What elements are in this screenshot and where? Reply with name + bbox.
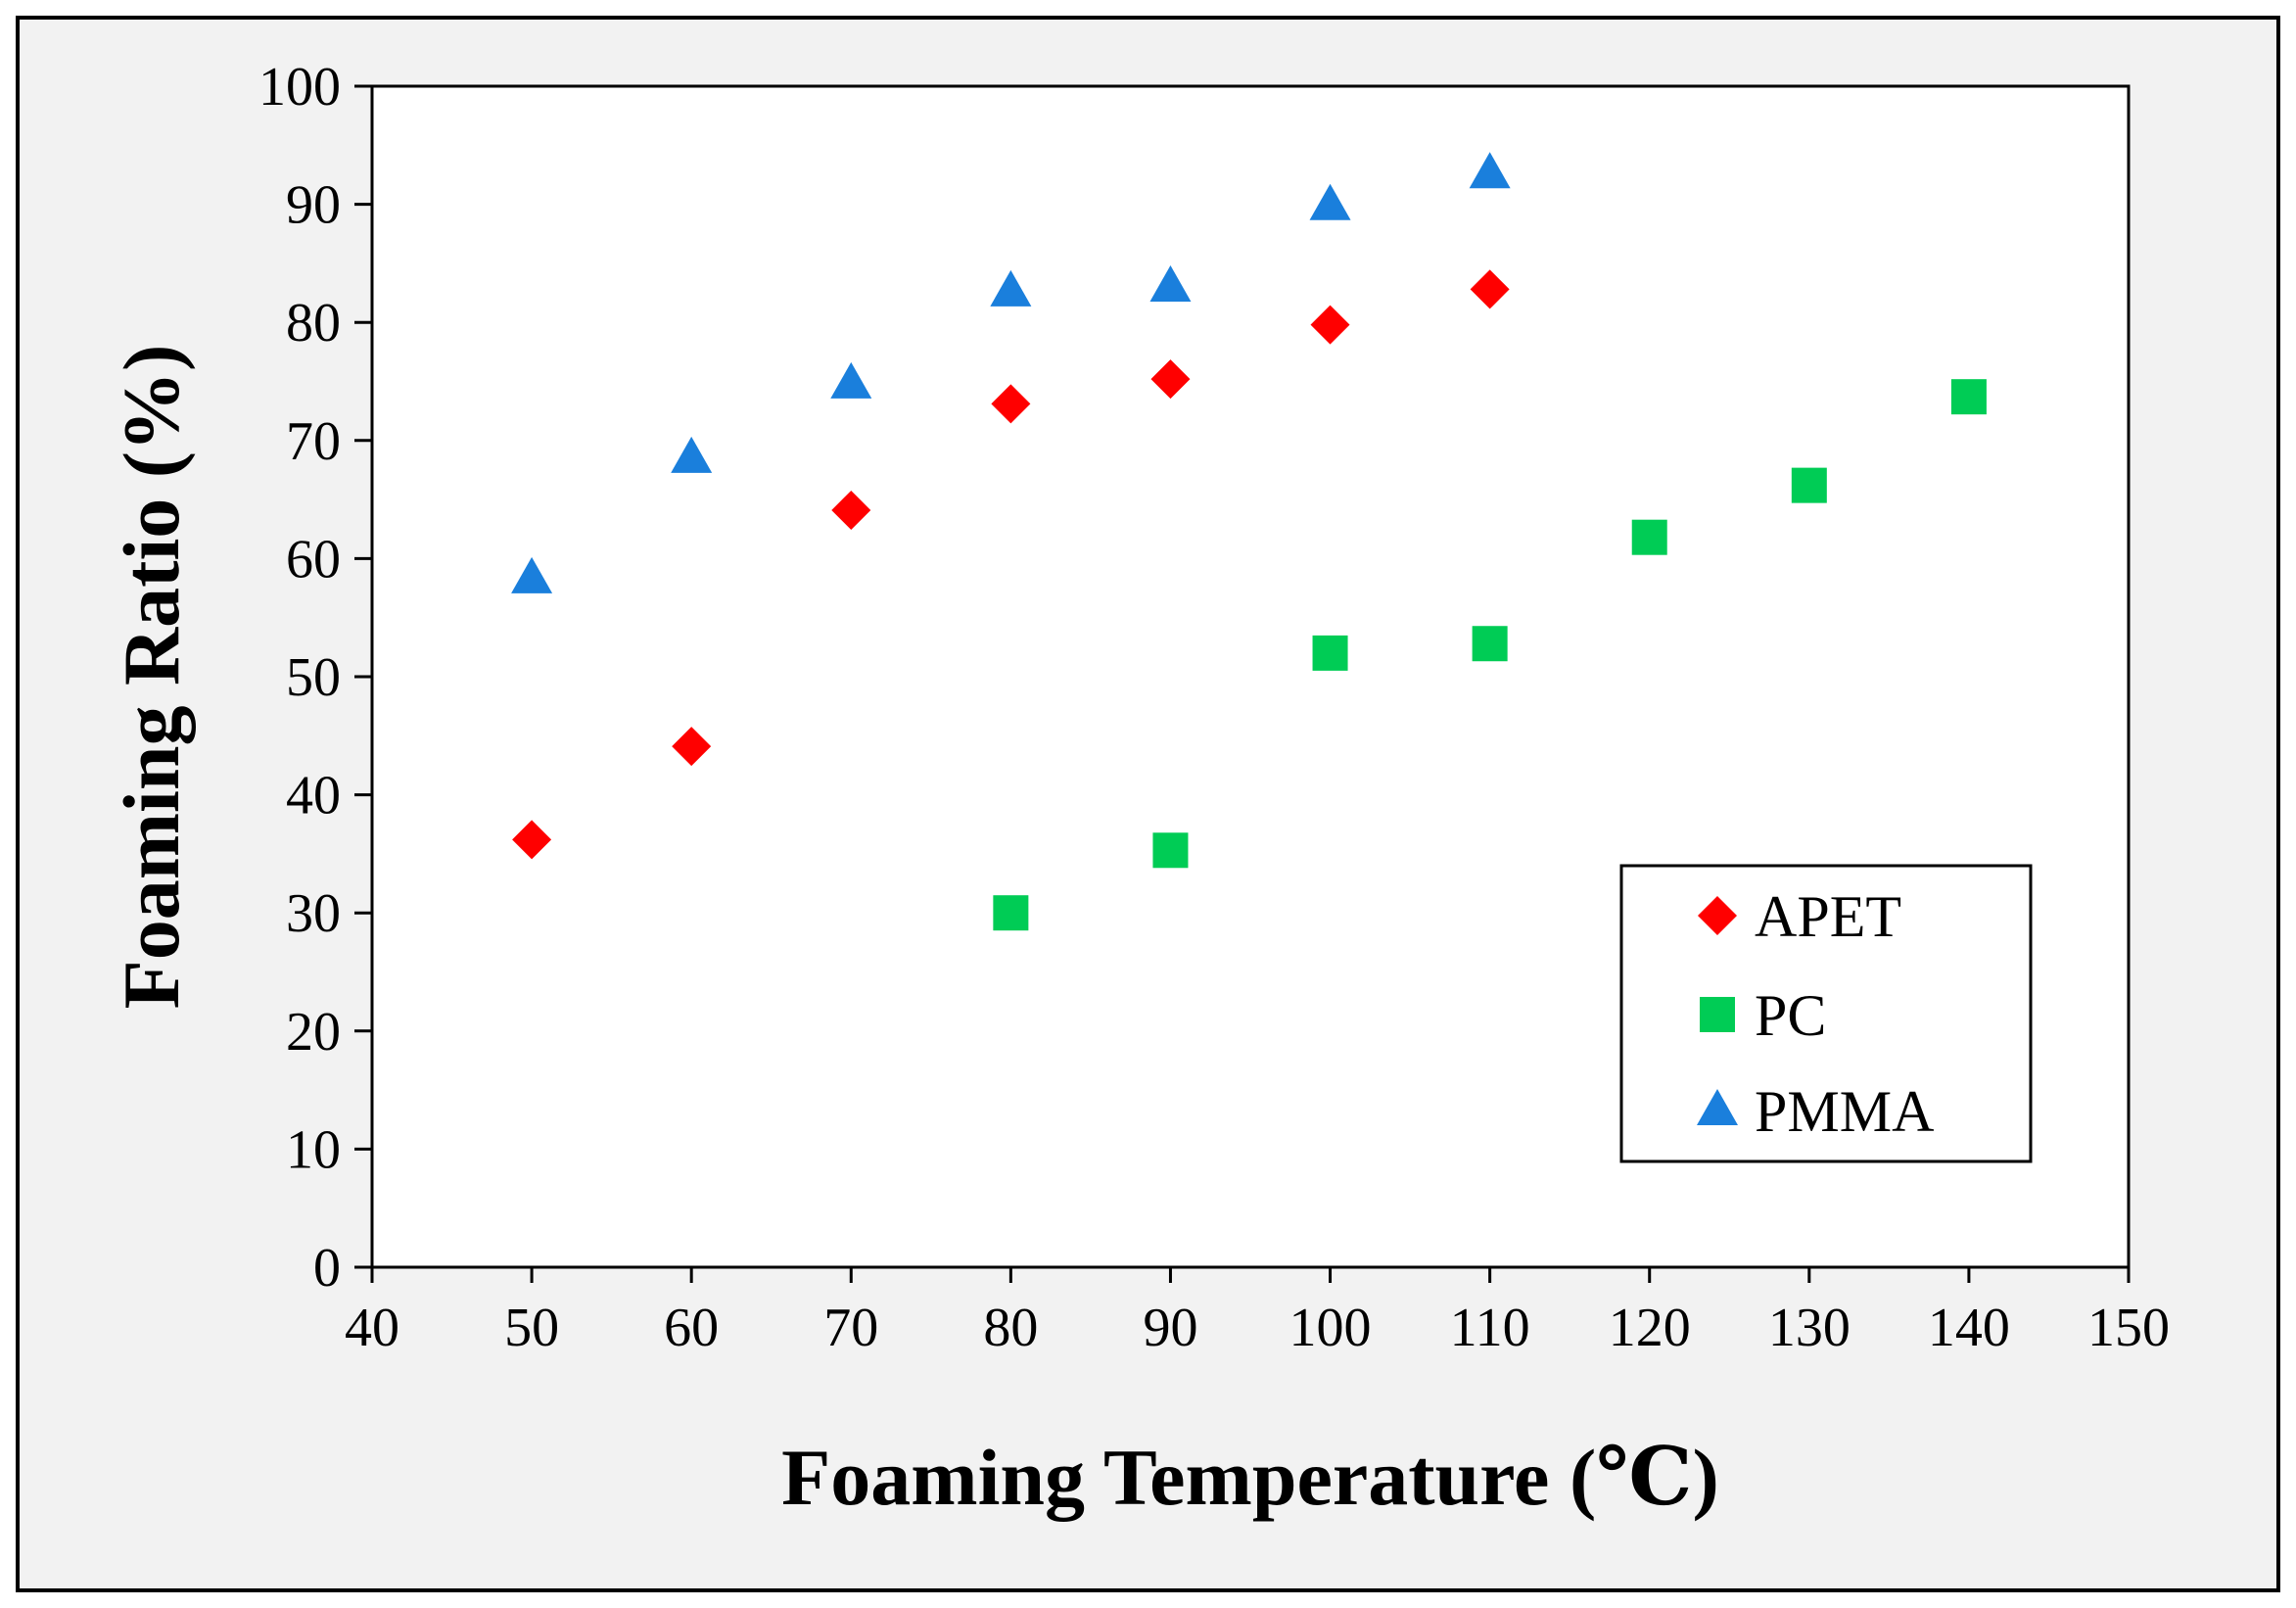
series-pc	[993, 379, 1987, 931]
y-tick-label: 90	[286, 175, 341, 236]
y-tick-label: 80	[286, 293, 341, 354]
y-tick-label: 70	[286, 411, 341, 472]
data-point-pc	[1631, 519, 1667, 555]
data-point-pmma	[671, 436, 713, 473]
data-point-pmma	[511, 556, 553, 593]
legend-marker-apet	[1698, 896, 1737, 935]
x-axis-title: Foaming Temperature (℃)	[781, 1433, 1719, 1522]
legend: APET PC PMMA	[1619, 864, 2033, 1163]
x-tick-label: 120	[1609, 1298, 1691, 1358]
data-point-pc	[1312, 635, 1348, 671]
x-tick-label: 50	[504, 1298, 559, 1358]
x-tick-label: 60	[664, 1298, 719, 1358]
legend-label-pc: PC	[1755, 983, 1826, 1048]
data-point-pmma	[1469, 152, 1511, 189]
y-tick-label: 30	[286, 883, 341, 944]
x-tick-label: 80	[983, 1298, 1038, 1358]
x-tick-label: 100	[1289, 1298, 1372, 1358]
y-tick-label: 20	[286, 1002, 341, 1063]
x-axis: 40 50 60 70 80 90 100 110 120 130 140 150	[345, 1267, 2170, 1358]
x-tick-label: 90	[1143, 1298, 1197, 1358]
x-tick-label: 70	[823, 1298, 878, 1358]
y-tick-label: 0	[313, 1238, 341, 1299]
data-point-apet	[1310, 305, 1350, 345]
x-tick-label: 40	[345, 1298, 399, 1358]
data-point-pc	[1950, 379, 1987, 415]
x-tick-label: 140	[1928, 1298, 2010, 1358]
x-tick-label: 130	[1768, 1298, 1851, 1358]
data-point-apet	[1150, 359, 1191, 400]
data-point-apet	[672, 727, 712, 767]
y-tick-label: 10	[286, 1119, 341, 1180]
data-point-pc	[993, 895, 1029, 931]
y-axis-title: Foaming Ratio (%)	[107, 345, 196, 1010]
legend-label-apet: APET	[1755, 884, 1901, 949]
data-point-pc	[1791, 467, 1827, 503]
y-tick-label: 50	[286, 647, 341, 708]
legend-marker-pc	[1700, 997, 1735, 1032]
data-point-apet	[831, 490, 871, 530]
data-series-layer	[511, 152, 1987, 931]
series-apet	[512, 269, 1510, 860]
y-tick-label: 40	[286, 766, 341, 827]
data-point-apet	[1470, 269, 1510, 309]
data-point-pmma	[990, 269, 1032, 307]
data-point-pc	[1472, 626, 1508, 662]
legend-label-pmma: PMMA	[1755, 1079, 1934, 1144]
x-tick-label: 110	[1450, 1298, 1530, 1358]
data-point-apet	[991, 384, 1031, 424]
y-tick-label: 60	[286, 529, 341, 590]
x-tick-label: 150	[2087, 1298, 2170, 1358]
data-point-pmma	[1149, 265, 1192, 303]
y-tick-label: 100	[258, 57, 341, 118]
data-point-pc	[1152, 832, 1189, 869]
legend-marker-pmma	[1697, 1089, 1738, 1125]
data-point-pmma	[830, 361, 872, 399]
series-pmma	[511, 152, 1511, 593]
data-point-apet	[512, 820, 552, 860]
data-point-pmma	[1309, 183, 1351, 220]
legend-box	[1619, 864, 2033, 1163]
y-axis: 0 10 20 30 40 50 60 70 80 90 100	[258, 57, 372, 1299]
